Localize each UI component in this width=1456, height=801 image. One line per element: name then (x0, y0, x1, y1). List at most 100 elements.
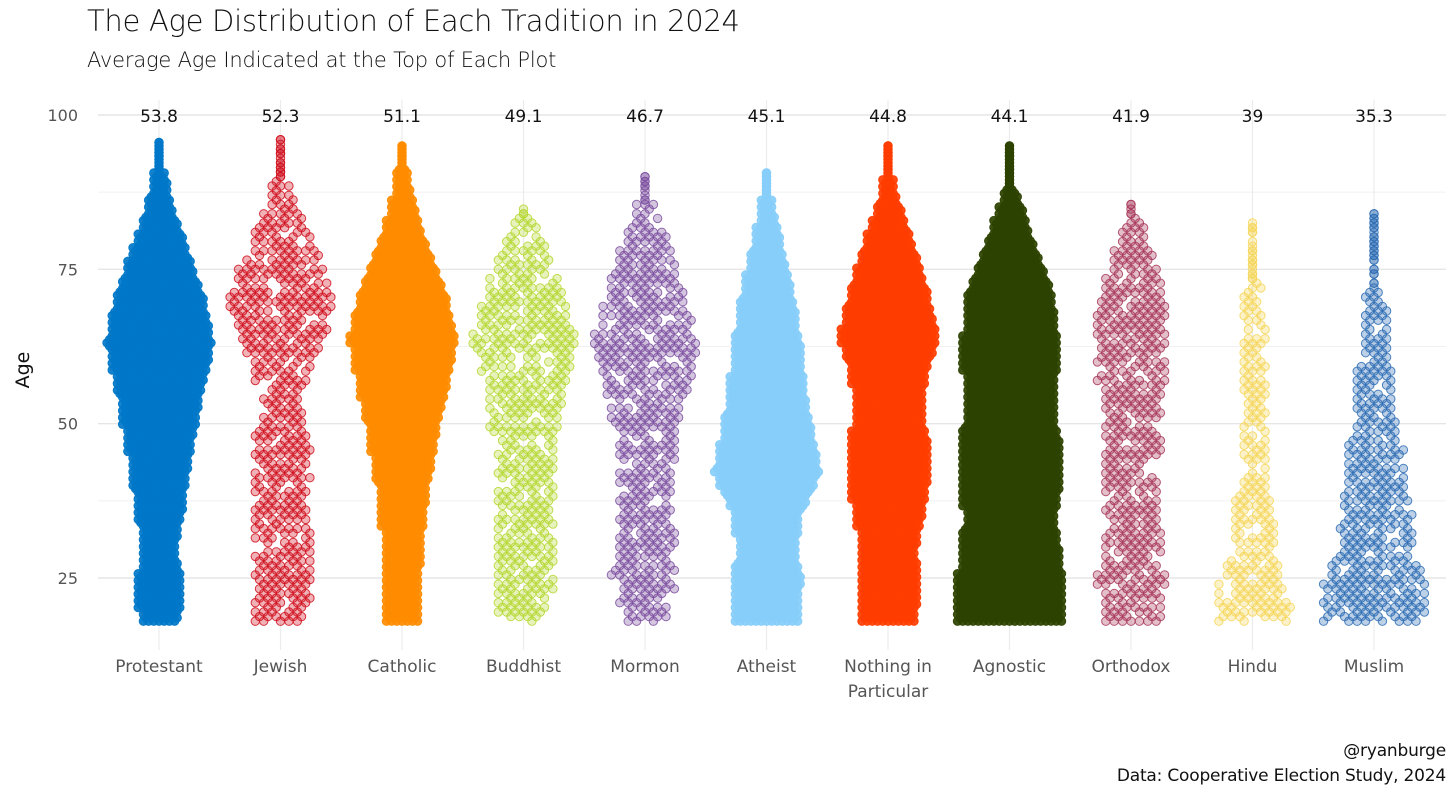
swarm-point (598, 320, 608, 330)
swarm-point (615, 403, 625, 413)
swarm-point (497, 510, 508, 520)
swarm-point (661, 602, 671, 612)
chart-title: The Age Distribution of Each Tradition i… (87, 4, 740, 38)
swarm-point (652, 602, 663, 612)
swarm-point (631, 329, 642, 339)
swarm-point (250, 533, 261, 543)
swarm-point (665, 320, 675, 330)
swarm-point (510, 422, 520, 432)
swarm-point (271, 547, 281, 557)
swarm-point (292, 523, 302, 534)
swarm-point (284, 181, 294, 191)
swarm-point (502, 422, 512, 432)
swarm-point (481, 334, 491, 344)
swarm-point (544, 357, 554, 367)
swarm-point (527, 440, 537, 450)
swarm-point (514, 500, 524, 511)
swarm-point (254, 445, 265, 455)
swarm-catholic (345, 141, 459, 626)
swarm-point (606, 412, 617, 423)
swarm-point (531, 361, 541, 372)
swarm-jewish (225, 135, 336, 626)
chart-subtitle: Average Age Indicated at the Top of Each… (87, 48, 557, 72)
swarm-point (518, 204, 529, 214)
swarm-point (250, 283, 261, 293)
swarm-point (673, 320, 684, 330)
swarm-point (648, 385, 659, 395)
swarm-point (485, 403, 495, 413)
swarm-point (250, 246, 261, 256)
swarm-point (535, 283, 545, 293)
swarm-point (493, 486, 503, 497)
swarm-point (250, 468, 261, 478)
swarm-point (250, 551, 261, 562)
swarm-point (531, 417, 541, 427)
swarm-point (665, 292, 675, 302)
swarm-point (485, 283, 495, 293)
swarm-point (259, 412, 269, 423)
swarm-point (313, 343, 323, 353)
swarm-point (305, 556, 315, 566)
swarm-point (506, 361, 516, 372)
swarm-point (497, 435, 508, 446)
swarm-point (305, 565, 315, 575)
swarm-point (648, 366, 659, 376)
swarm-point (669, 361, 680, 372)
swarm-point (531, 232, 541, 242)
swarm-point (250, 357, 261, 367)
swarm-point (280, 287, 290, 298)
swarm-point (665, 255, 675, 265)
swarm-point (606, 283, 617, 293)
swarm-point (305, 361, 315, 372)
swarm-point (589, 329, 600, 339)
swarm-point (548, 454, 558, 464)
swarm-point (598, 301, 608, 312)
swarm-point (623, 468, 633, 478)
swarm-point (606, 403, 617, 413)
swarm-point (544, 422, 554, 432)
swarm-point (397, 141, 407, 151)
swarm-point (263, 547, 273, 557)
swarm-point (673, 403, 684, 413)
swarm-point (305, 241, 315, 251)
swarm-point (615, 468, 625, 478)
swarm-point (263, 306, 273, 316)
swarm-point (305, 473, 315, 483)
swarm-point (669, 269, 680, 279)
swarm-point (510, 255, 520, 265)
swarm-point (678, 306, 688, 316)
swarm-point (640, 172, 650, 182)
swarm-point (493, 533, 503, 543)
swarm-point (615, 246, 625, 256)
swarm-point (523, 241, 533, 251)
swarm-point (502, 486, 512, 497)
swarm-point (284, 190, 294, 201)
swarm-point (288, 537, 298, 548)
swarm-point (514, 537, 524, 548)
swarm-point (631, 209, 642, 219)
swarm-point (560, 310, 571, 321)
swarm-point (648, 561, 659, 571)
swarm-point (485, 394, 495, 404)
swarm-point (259, 394, 269, 404)
swarm-point (552, 422, 562, 432)
swarm-point (280, 537, 290, 548)
swarm-point (254, 260, 265, 270)
swarm-point (548, 574, 558, 585)
swarm-point (233, 264, 244, 274)
swarm-point (275, 135, 286, 145)
swarm-mormon (589, 172, 701, 626)
swarm-point (619, 491, 629, 501)
swarm-point (661, 500, 671, 511)
swarm-point (485, 273, 495, 284)
swarm-point (476, 301, 487, 312)
swarm-point (502, 329, 512, 339)
swarm-point (631, 199, 642, 210)
swarm-point (242, 255, 252, 265)
swarm-point (493, 449, 503, 460)
swarm-layer (102, 135, 1430, 626)
swarm-point (514, 324, 524, 335)
swarm-point (598, 329, 608, 339)
swarm-point (657, 264, 667, 274)
